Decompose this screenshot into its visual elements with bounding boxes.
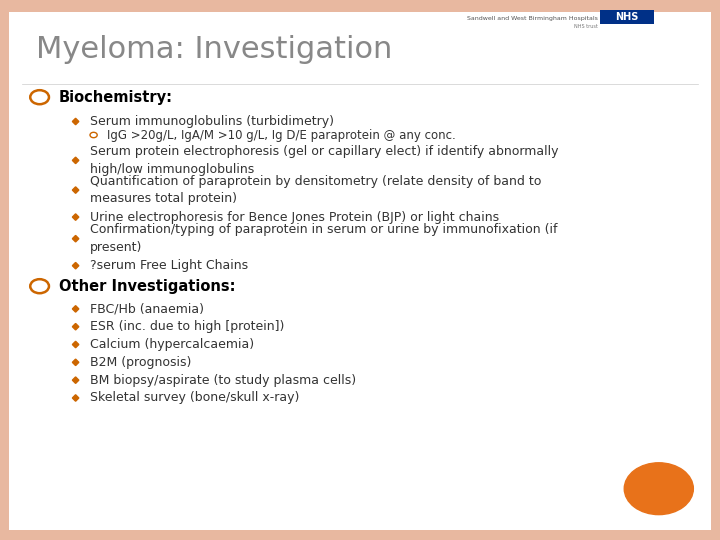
Polygon shape xyxy=(72,323,79,330)
Text: B2M (prognosis): B2M (prognosis) xyxy=(90,356,192,369)
Polygon shape xyxy=(72,359,79,366)
Text: IgG >20g/L, IgA/M >10 g/L, Ig D/E paraprotein @ any conc.: IgG >20g/L, IgA/M >10 g/L, Ig D/E parapr… xyxy=(107,129,455,141)
Text: Serum protein electrophoresis (gel or capillary elect) if identify abnormally
hi: Serum protein electrophoresis (gel or ca… xyxy=(90,145,559,176)
Circle shape xyxy=(624,463,693,515)
Polygon shape xyxy=(72,157,79,164)
FancyBboxPatch shape xyxy=(9,12,711,530)
Polygon shape xyxy=(72,395,79,401)
Polygon shape xyxy=(72,341,79,348)
Text: Serum immunoglobulins (turbidimetry): Serum immunoglobulins (turbidimetry) xyxy=(90,115,334,128)
Polygon shape xyxy=(72,262,79,269)
Text: Myeloma: Investigation: Myeloma: Investigation xyxy=(36,35,392,64)
Text: ESR (inc. due to high [protein]): ESR (inc. due to high [protein]) xyxy=(90,320,284,333)
Polygon shape xyxy=(72,235,79,242)
Text: FBC/Hb (anaemia): FBC/Hb (anaemia) xyxy=(90,302,204,315)
FancyBboxPatch shape xyxy=(0,0,9,540)
Text: Calcium (hypercalcaemia): Calcium (hypercalcaemia) xyxy=(90,338,254,351)
Text: Skeletal survey (bone/skull x-ray): Skeletal survey (bone/skull x-ray) xyxy=(90,392,300,404)
FancyBboxPatch shape xyxy=(0,0,720,12)
Polygon shape xyxy=(72,214,79,220)
Polygon shape xyxy=(72,377,79,383)
Text: NHS trust: NHS trust xyxy=(574,24,598,29)
Text: BM biopsy/aspirate (to study plasma cells): BM biopsy/aspirate (to study plasma cell… xyxy=(90,374,356,387)
Text: Other Investigations:: Other Investigations: xyxy=(59,279,235,294)
Text: Urine electrophoresis for Bence Jones Protein (BJP) or light chains: Urine electrophoresis for Bence Jones Pr… xyxy=(90,211,499,224)
Text: ?serum Free Light Chains: ?serum Free Light Chains xyxy=(90,259,248,272)
Polygon shape xyxy=(72,187,79,193)
Text: Confirmation/typing of paraprotein in serum or urine by immunofixation (if
prese: Confirmation/typing of paraprotein in se… xyxy=(90,224,557,254)
Polygon shape xyxy=(72,118,79,125)
FancyBboxPatch shape xyxy=(600,10,654,24)
Text: Sandwell and West Birmingham Hospitals: Sandwell and West Birmingham Hospitals xyxy=(467,16,598,21)
Text: Quantification of paraprotein by densitometry (relate density of band to
measure: Quantification of paraprotein by densito… xyxy=(90,175,541,205)
FancyBboxPatch shape xyxy=(711,0,720,540)
FancyBboxPatch shape xyxy=(0,530,720,540)
Polygon shape xyxy=(72,306,79,312)
Text: Biochemistry:: Biochemistry: xyxy=(59,90,173,105)
Text: NHS: NHS xyxy=(615,12,638,22)
